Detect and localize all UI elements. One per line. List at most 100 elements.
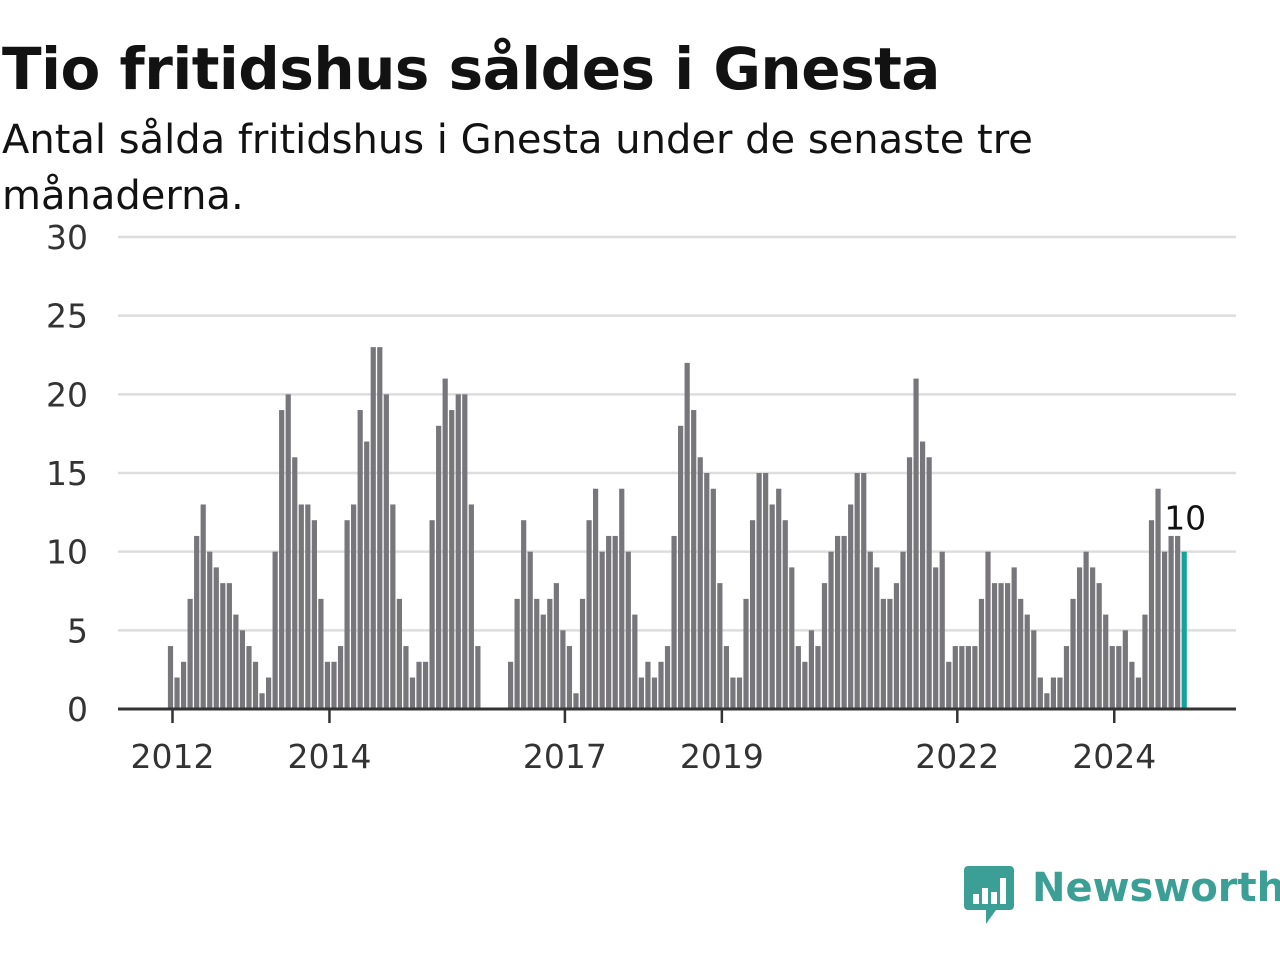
- bar: [991, 583, 998, 709]
- y-tick-label: 25: [46, 297, 88, 336]
- bar: [887, 598, 893, 709]
- bar: [1142, 614, 1148, 709]
- bar: [337, 646, 344, 709]
- bar: [226, 583, 232, 709]
- y-tick-label: 5: [67, 611, 88, 650]
- bar: [1070, 598, 1076, 709]
- bar: [579, 598, 586, 709]
- bar: [1103, 614, 1109, 709]
- bar: [468, 504, 474, 709]
- brand-logo: Newsworthy: [964, 866, 1280, 926]
- bar: [749, 520, 756, 709]
- bar: [364, 441, 370, 709]
- bar: [821, 583, 828, 709]
- bar: [1155, 488, 1161, 709]
- bar: [1135, 677, 1142, 709]
- bar: [272, 551, 278, 709]
- bar: [259, 693, 265, 709]
- bar: [1129, 661, 1135, 709]
- bar: [867, 551, 873, 709]
- bar: [939, 551, 945, 709]
- y-tick-label: 0: [67, 690, 88, 729]
- bar: [521, 520, 527, 709]
- bar: [507, 661, 514, 709]
- bar: [1161, 551, 1168, 709]
- bar: [906, 457, 913, 709]
- bar: [436, 425, 442, 709]
- bar: [1090, 567, 1096, 709]
- bar: [1005, 583, 1011, 709]
- bar: [599, 551, 605, 709]
- labels: 0 5 10 15 20 25 30 2012 2014 2017 2019 2022 2024 10: [46, 218, 1209, 776]
- bar: [933, 567, 939, 709]
- bar: [560, 630, 566, 709]
- bar: [403, 646, 409, 709]
- bar: [344, 520, 350, 709]
- gridlines: [118, 235, 1236, 632]
- bar: [305, 504, 311, 709]
- bar: [920, 441, 926, 709]
- bar: [808, 630, 815, 709]
- bar: [756, 473, 762, 709]
- bar: [1148, 520, 1155, 709]
- bar: [606, 535, 612, 709]
- bar: [534, 598, 540, 709]
- bar: [285, 394, 291, 709]
- bar: [952, 646, 958, 709]
- bar: [782, 520, 788, 709]
- bar: [246, 646, 252, 709]
- bar: [645, 661, 651, 709]
- bar: [298, 504, 304, 709]
- bar: [383, 394, 389, 709]
- bar: [704, 473, 710, 709]
- bar: [913, 378, 919, 709]
- bar: [789, 567, 795, 709]
- bar: [553, 583, 559, 709]
- bar: [351, 504, 357, 709]
- bar: [828, 551, 834, 709]
- bar: [180, 661, 187, 709]
- bar: [514, 598, 520, 709]
- y-tick-label: 15: [46, 454, 88, 493]
- bar-chart-speech-bubble-icon: [964, 866, 1014, 924]
- bar: [1018, 598, 1024, 709]
- bar: [1011, 567, 1017, 709]
- bar: [311, 520, 317, 709]
- bar: [429, 520, 435, 709]
- bar: [671, 535, 677, 709]
- bar: [174, 677, 180, 709]
- bar: [449, 410, 455, 709]
- bar: [390, 504, 396, 709]
- bar: [985, 551, 991, 709]
- bar: [638, 677, 644, 709]
- bar: [475, 646, 481, 709]
- bar: [396, 598, 402, 709]
- bar: [207, 551, 213, 709]
- bar: [279, 410, 285, 709]
- bar: [370, 347, 376, 709]
- bar: [717, 583, 723, 709]
- bar: [619, 488, 625, 709]
- bar: [1050, 677, 1056, 709]
- bar: [1044, 693, 1050, 709]
- bar: [422, 661, 429, 709]
- bar: [357, 410, 363, 709]
- bar: [664, 646, 671, 709]
- bar: [651, 677, 658, 709]
- bar: [736, 677, 743, 709]
- bar: [972, 646, 978, 709]
- bar: [854, 473, 860, 709]
- bar: [409, 677, 416, 709]
- bar: [1175, 535, 1181, 709]
- bar: [612, 535, 618, 709]
- bar: [730, 677, 736, 709]
- chart-subtitle: Antal sålda fritidshus i Gnesta under de…: [2, 117, 1033, 219]
- bar: [442, 378, 448, 709]
- y-tick-label: 10: [46, 533, 88, 572]
- bar: [632, 614, 638, 709]
- bar: [233, 614, 239, 709]
- bar: [1063, 646, 1070, 709]
- bar: [743, 598, 749, 709]
- bar: [691, 410, 697, 709]
